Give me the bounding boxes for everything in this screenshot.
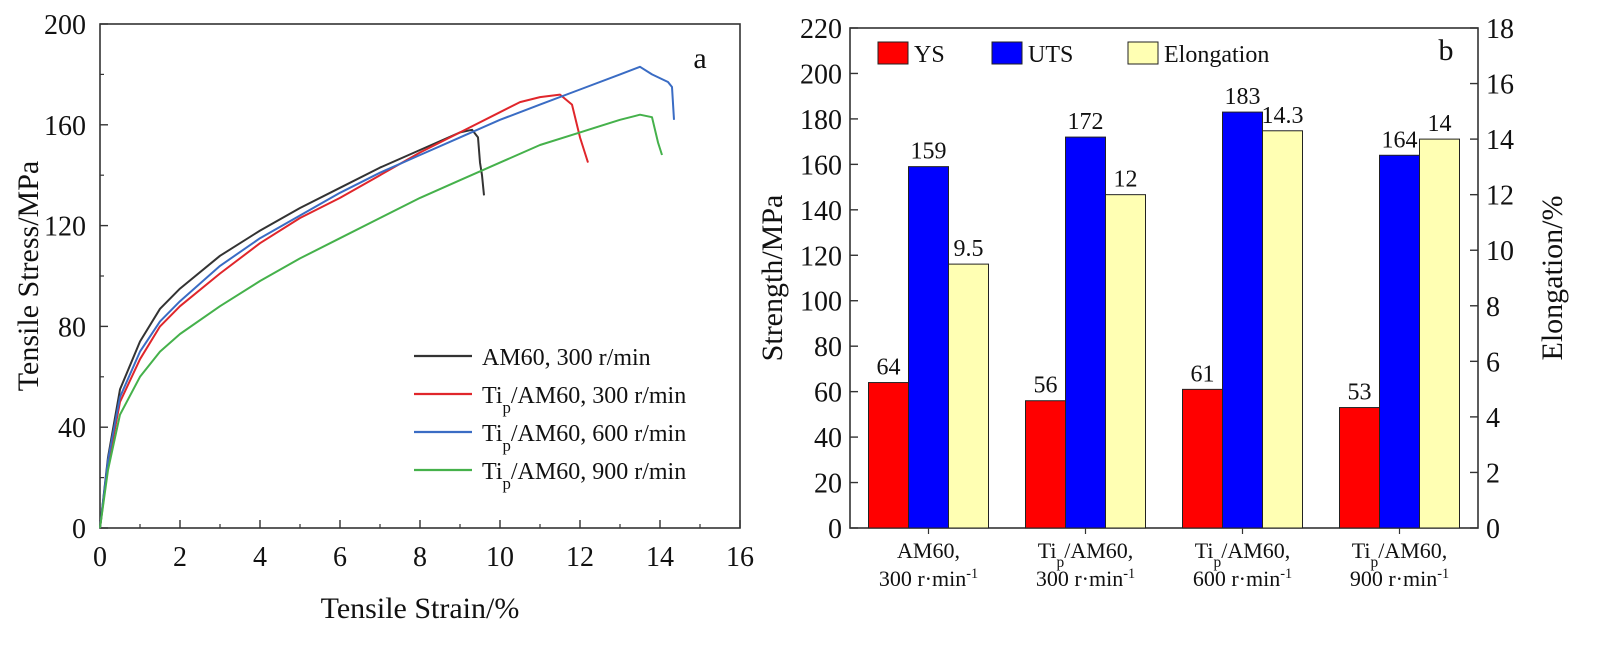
series-line-1 bbox=[99, 128, 485, 529]
right-y-tick-label: 12 bbox=[1486, 181, 1514, 212]
category-label-line1: AM60, bbox=[897, 538, 960, 563]
legend-entry-label: Elongation bbox=[1164, 42, 1269, 68]
bar-uts-4 bbox=[1379, 154, 1420, 529]
category-label-line2: 300 r·min-1 bbox=[1036, 566, 1135, 591]
right-y-tick-label: 18 bbox=[1486, 14, 1514, 45]
y-tick-label: 40 bbox=[58, 413, 86, 444]
bar-value-label: 56 bbox=[1034, 373, 1058, 399]
legend-entry-label: YS bbox=[914, 42, 945, 68]
y-tick-label: 200 bbox=[44, 10, 86, 41]
right-y-axis-label: Elongation/% bbox=[1536, 196, 1569, 361]
legend-entry-label: AM60, 300 r/min bbox=[482, 345, 651, 371]
bar-value-label: 61 bbox=[1191, 361, 1215, 387]
bar-value-label: 164 bbox=[1382, 127, 1418, 153]
x-tick-label: 8 bbox=[413, 542, 427, 573]
left-y-tick-label: 160 bbox=[800, 150, 842, 181]
legend-entry-label: Tip/AM60, 900 r/min bbox=[482, 459, 686, 493]
panel-a-legend: AM60, 300 r/min Tip/AM60, 300 r/min Tip/AM… bbox=[414, 345, 686, 493]
category-label-line2: 900 r·min-1 bbox=[1350, 566, 1449, 591]
right-y-tick-label: 2 bbox=[1486, 458, 1500, 489]
x-tick-label: 14 bbox=[646, 542, 674, 573]
y-tick-label: 0 bbox=[72, 514, 86, 545]
legend-entry-label: Tip/AM60, 600 r/min bbox=[482, 421, 686, 455]
panel-label-b: b bbox=[1439, 34, 1454, 67]
y-tick-label: 120 bbox=[44, 212, 86, 243]
bar-value-label: 12 bbox=[1114, 167, 1138, 193]
panel-label-a: a bbox=[693, 42, 706, 75]
right-y-tick-label: 14 bbox=[1486, 125, 1514, 156]
left-y-tick-label: 80 bbox=[814, 332, 842, 363]
x-tick-label: 2 bbox=[173, 542, 187, 573]
bar-value-label: 14.3 bbox=[1262, 103, 1304, 129]
bar-elongation-4 bbox=[1419, 138, 1460, 529]
x-tick-label: 6 bbox=[333, 542, 347, 573]
legend-entry-label: Tip/AM60, 300 r/min bbox=[482, 383, 686, 417]
left-y-tick-label: 120 bbox=[800, 241, 842, 272]
y-tick-label: 80 bbox=[58, 312, 86, 343]
bar-elongation-3 bbox=[1262, 130, 1303, 529]
bar-elongation-1 bbox=[948, 263, 989, 529]
left-y-tick-label: 40 bbox=[814, 423, 842, 454]
category-label-line2: 600 r·min-1 bbox=[1193, 566, 1292, 591]
bar-ys-4 bbox=[1339, 407, 1380, 529]
y-tick-label: 160 bbox=[44, 111, 86, 142]
bar-value-label: 14 bbox=[1428, 111, 1452, 137]
x-tick-label: 12 bbox=[566, 542, 594, 573]
bar-ys-2 bbox=[1025, 400, 1066, 529]
right-y-tick-label: 16 bbox=[1486, 70, 1514, 101]
left-y-axis-label: Strength/MPa bbox=[756, 195, 789, 362]
panel-b-plot-frame bbox=[849, 27, 1479, 529]
left-y-tick-label: 60 bbox=[814, 378, 842, 409]
series-line-2 bbox=[99, 93, 589, 529]
left-y-tick-label: 140 bbox=[800, 196, 842, 227]
right-y-tick-label: 10 bbox=[1486, 236, 1514, 267]
right-y-tick-label: 8 bbox=[1486, 292, 1500, 323]
left-y-tick-label: 180 bbox=[800, 105, 842, 136]
right-y-tick-label: 4 bbox=[1486, 403, 1500, 434]
x-tick-label: 4 bbox=[253, 542, 267, 573]
bar-value-label: 64 bbox=[877, 355, 901, 381]
panel-b-bar-chart: 0 20 40 60 80 100 120 140 160 180 200 220 0 2 4 6 8 10 12 1… bbox=[756, 14, 1569, 591]
bar-value-label: 9.5 bbox=[954, 236, 984, 262]
x-tick-label: 16 bbox=[726, 542, 754, 573]
legend-swatch-box bbox=[877, 41, 909, 65]
bar-uts-1 bbox=[908, 166, 949, 529]
left-y-tick-label: 0 bbox=[828, 514, 842, 545]
x-tick-label: 0 bbox=[93, 542, 107, 573]
bar-value-label: 159 bbox=[911, 139, 947, 165]
left-y-tick-label: 200 bbox=[800, 59, 842, 90]
right-y-tick-label: 6 bbox=[1486, 347, 1500, 378]
bar-elongation-2 bbox=[1105, 194, 1146, 529]
bar-value-label: 53 bbox=[1348, 380, 1372, 406]
bar-ys-3 bbox=[1182, 388, 1223, 529]
category-label-line1: Tip/AM60, bbox=[1195, 538, 1291, 571]
left-y-tick-label: 20 bbox=[814, 469, 842, 500]
category-label-line1: Tip/AM60, bbox=[1038, 538, 1134, 571]
panel-b-legend: YS UTS Elongation bbox=[877, 41, 1269, 68]
legend-swatch-box bbox=[1127, 41, 1159, 65]
category-label-line1: Tip/AM60, bbox=[1352, 538, 1448, 571]
bar-uts-2 bbox=[1065, 136, 1106, 529]
legend-entry-label: UTS bbox=[1028, 42, 1073, 68]
x-axis-label: Tensile Strain/% bbox=[321, 592, 520, 625]
bar-value-label: 183 bbox=[1225, 84, 1261, 110]
category-label-line2: 300 r·min-1 bbox=[879, 566, 978, 591]
left-y-tick-label: 100 bbox=[800, 287, 842, 318]
left-y-tick-label: 220 bbox=[800, 14, 842, 45]
bar-uts-3 bbox=[1222, 111, 1263, 529]
x-tick-label: 10 bbox=[486, 542, 514, 573]
y-axis-label: Tensile Stress/MPa bbox=[12, 161, 45, 391]
series-line-3 bbox=[99, 65, 675, 529]
bar-ys-1 bbox=[868, 382, 909, 529]
bar-value-label: 172 bbox=[1068, 109, 1104, 135]
legend-swatch-box bbox=[991, 41, 1023, 65]
right-y-tick-label: 0 bbox=[1486, 514, 1500, 545]
series-line-4 bbox=[99, 113, 663, 529]
